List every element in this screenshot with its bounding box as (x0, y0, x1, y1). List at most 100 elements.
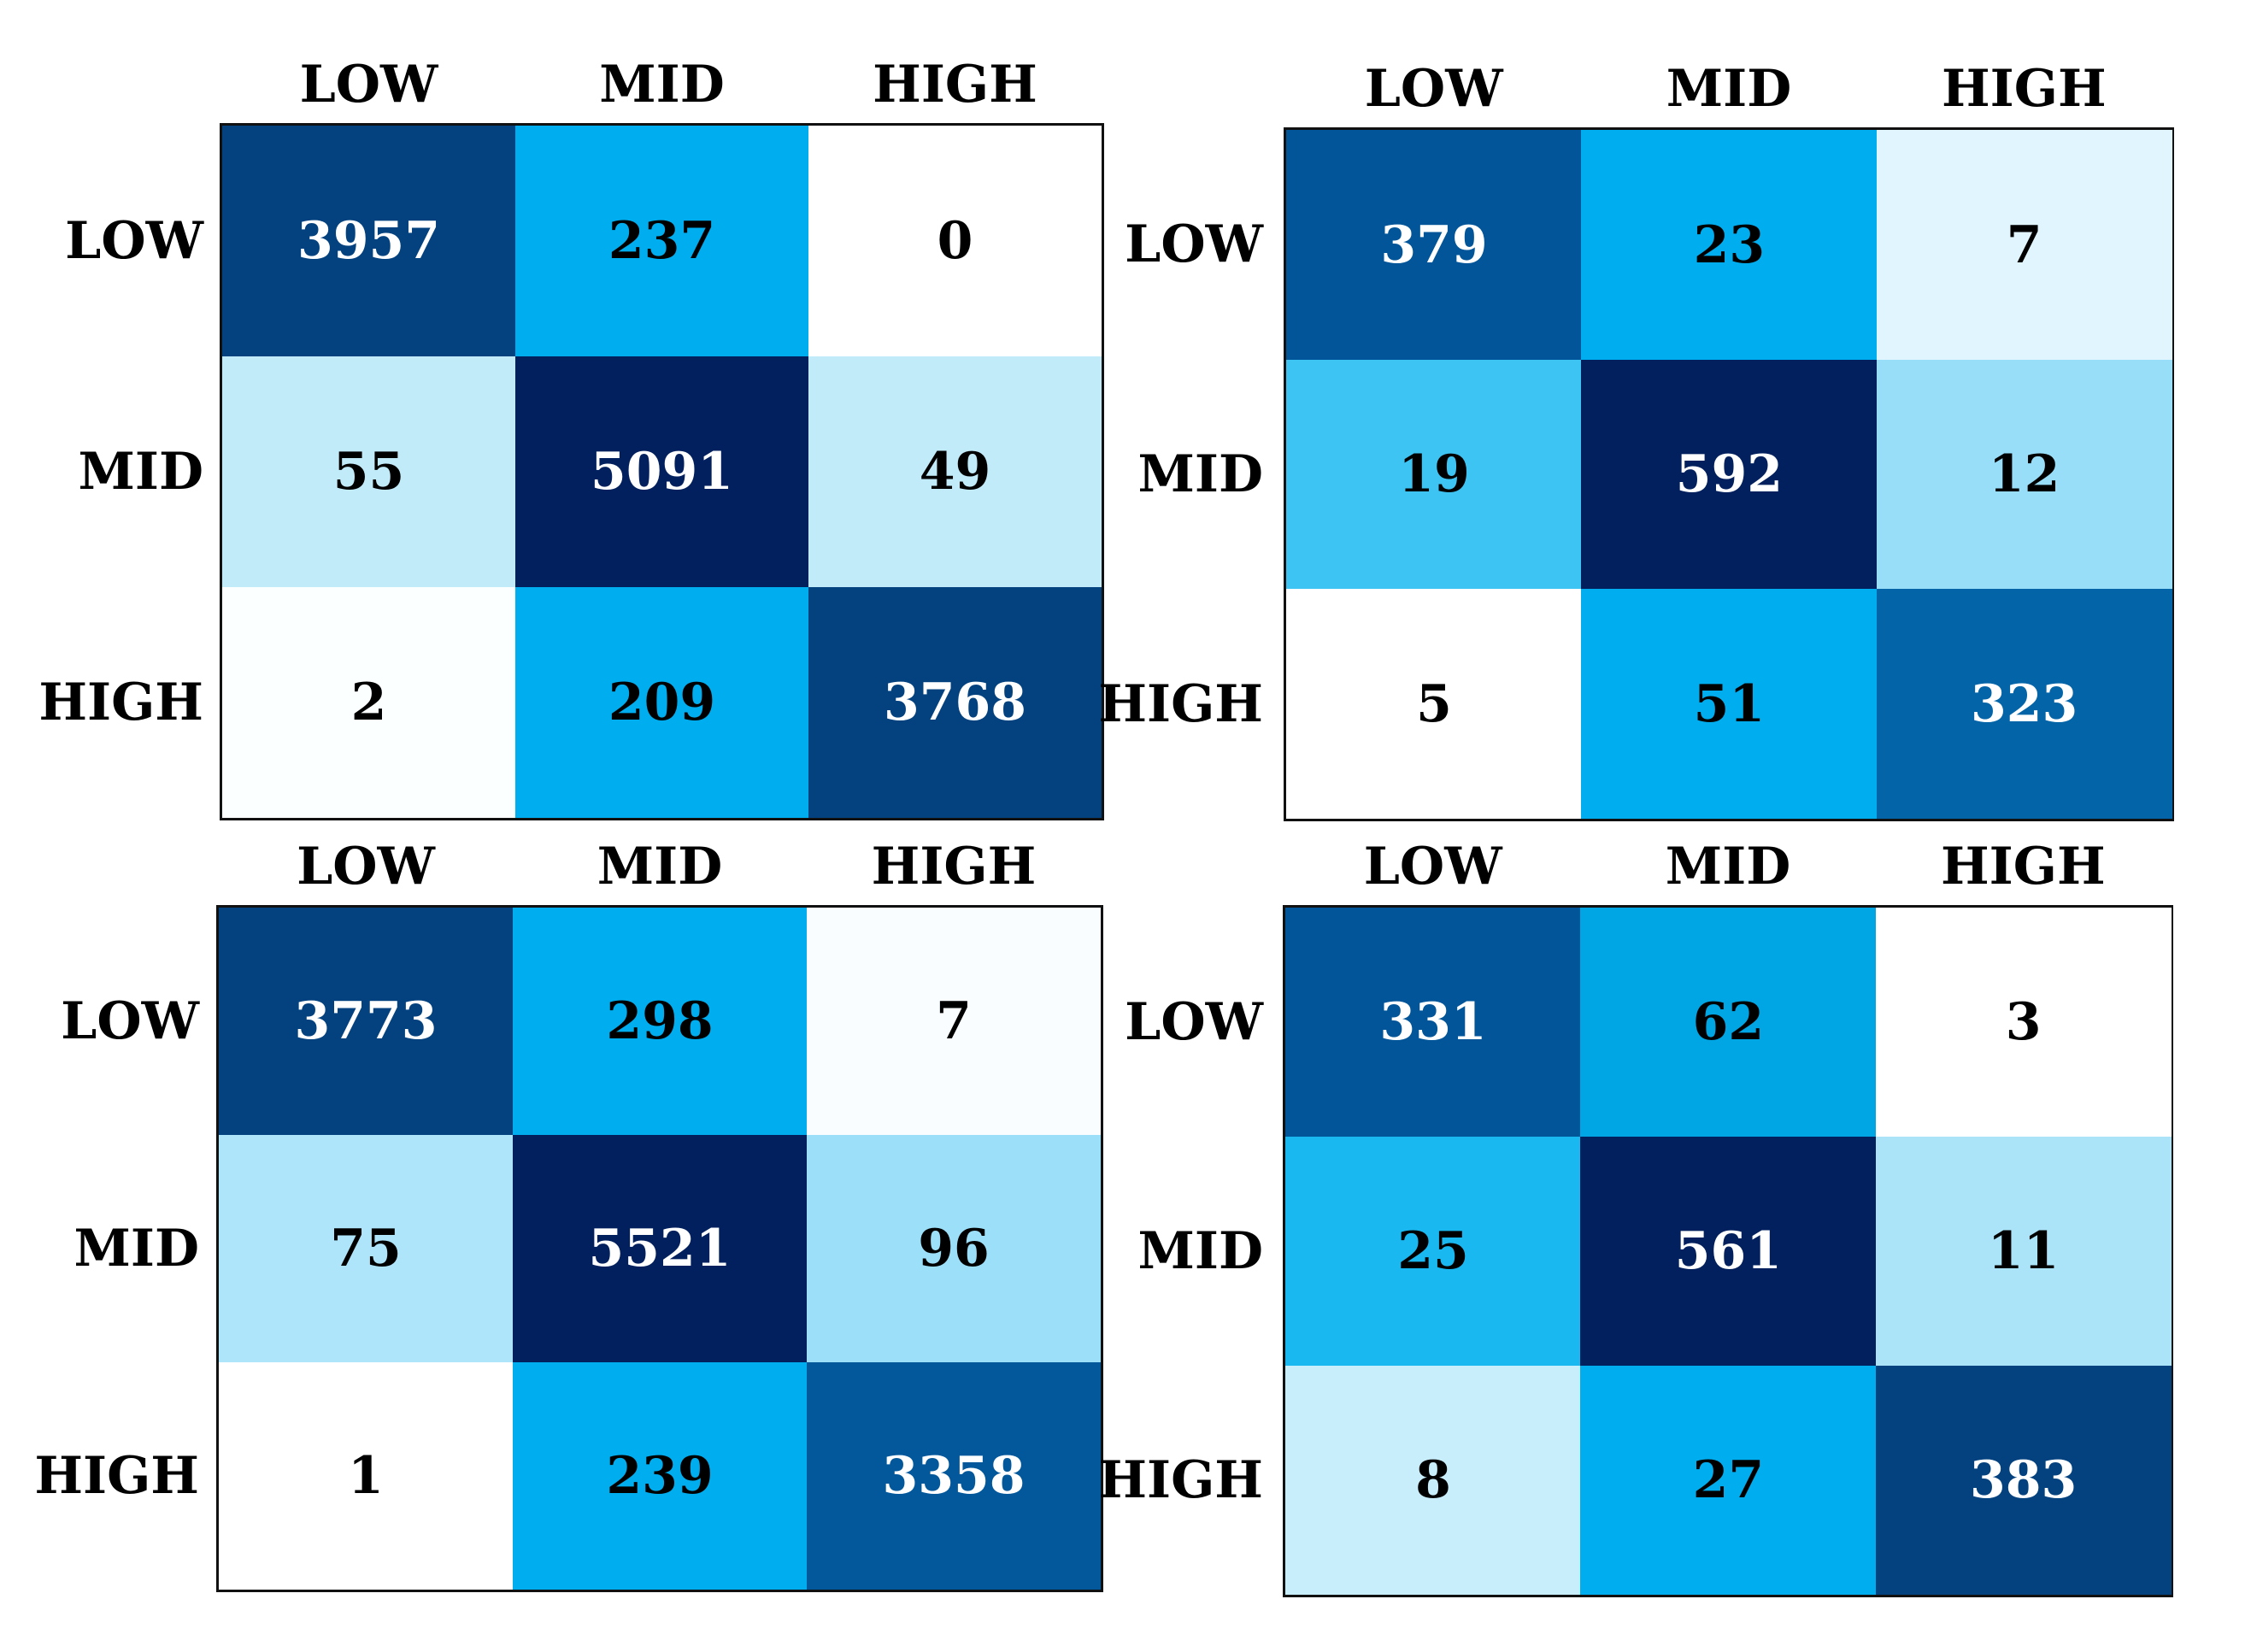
heatmap-cell: 7 (807, 908, 1101, 1135)
column-label: MID (1665, 837, 1791, 897)
cell-value: 62 (1692, 992, 1765, 1052)
heatmap-cell: 7 (1876, 130, 2172, 360)
cell-value: 5521 (588, 1219, 732, 1279)
cell-value: 25 (1397, 1221, 1469, 1281)
column-label: MID (1666, 59, 1792, 119)
heatmap-cell: 3773 (219, 908, 513, 1135)
cell-value: 75 (330, 1219, 402, 1279)
heatmap-cell: 379 (1286, 130, 1582, 360)
heatmap-cell: 239 (513, 1362, 807, 1590)
cell-value: 3358 (882, 1446, 1026, 1506)
heatmap-cell: 96 (807, 1135, 1101, 1362)
cell-value: 5 (1416, 673, 1452, 734)
heatmap-cell: 0 (808, 126, 1102, 356)
cell-value: 8 (1415, 1450, 1451, 1510)
heatmap-grid: 331 62 3 25 561 11 8 27 383 (1283, 905, 2173, 1597)
row-label: LOW (65, 211, 203, 271)
column-label: MID (599, 55, 725, 115)
cell-value: 51 (1693, 673, 1766, 734)
heatmap-cell: 55 (222, 356, 515, 587)
heatmap-cell: 237 (515, 126, 808, 356)
cell-value: 379 (1380, 215, 1488, 275)
heatmap-cell: 25 (1285, 1137, 1581, 1366)
row-label: HIGH (1098, 1450, 1263, 1510)
heatmap-cell: 75 (219, 1135, 513, 1362)
cell-value: 23 (1693, 215, 1766, 275)
heatmap-cell: 8 (1285, 1366, 1581, 1595)
cell-value: 3773 (294, 991, 438, 1051)
row-label: MID (78, 442, 203, 502)
cell-value: 7 (936, 991, 972, 1051)
heatmap-cell: 3957 (222, 126, 515, 356)
column-label: LOW (1364, 59, 1503, 119)
cell-value: 2 (350, 673, 387, 732)
column-label: LOW (299, 55, 438, 115)
heatmap-cell: 5091 (515, 356, 808, 587)
cell-value: 298 (606, 991, 714, 1051)
cell-value: 49 (919, 442, 991, 502)
heatmap-cell: 51 (1581, 589, 1878, 820)
cell-value: 0 (937, 211, 973, 271)
row-label: LOW (1125, 992, 1263, 1052)
heatmap-cell: 5521 (513, 1135, 807, 1362)
heatmap-cell: 3 (1875, 908, 2172, 1137)
cell-value: 209 (608, 673, 716, 732)
heatmap-cell: 5 (1286, 589, 1582, 820)
cell-value: 3768 (884, 673, 1026, 732)
cell-value: 561 (1674, 1221, 1782, 1281)
heatmap-cell: 592 (1581, 359, 1878, 590)
column-label: LOW (1363, 837, 1502, 897)
heatmap-cell: 3768 (808, 587, 1102, 818)
row-label: HIGH (1098, 673, 1263, 734)
row-label: HIGH (38, 673, 203, 732)
cell-value: 5091 (591, 442, 733, 502)
row-label: MID (73, 1219, 199, 1279)
cell-value: 331 (1379, 992, 1487, 1052)
row-label: LOW (1125, 215, 1263, 275)
heatmap-cell: 62 (1580, 908, 1877, 1137)
cell-value: 239 (606, 1446, 714, 1506)
cell-value: 3957 (297, 211, 440, 271)
cell-value: 27 (1692, 1450, 1765, 1510)
heatmap-cell: 27 (1580, 1366, 1877, 1595)
heatmap-cell: 1 (219, 1362, 513, 1590)
cell-value: 7 (2006, 215, 2042, 275)
cell-value: 12 (1988, 444, 2060, 505)
row-label: MID (1137, 1221, 1263, 1281)
cell-value: 55 (332, 442, 405, 502)
column-label: HIGH (1940, 837, 2106, 897)
heatmap-grid: 3957 237 0 55 5091 49 2 209 3768 (220, 123, 1104, 820)
heatmap-cell: 331 (1285, 908, 1581, 1137)
heatmap-cell: 23 (1581, 130, 1878, 360)
cell-value: 237 (608, 211, 716, 271)
heatmap-cell: 209 (515, 587, 808, 818)
cell-value: 383 (1970, 1450, 2078, 1510)
heatmap-cell: 2 (222, 587, 515, 818)
heatmap-cell: 383 (1875, 1366, 2172, 1595)
cell-value: 3 (2005, 992, 2042, 1052)
cell-value: 96 (918, 1219, 990, 1279)
cell-value: 11 (1987, 1221, 2060, 1281)
heatmap-cell: 298 (513, 908, 807, 1135)
heatmap-cell: 3358 (807, 1362, 1101, 1590)
heatmap-cell: 49 (808, 356, 1102, 587)
heatmap-cell: 323 (1876, 589, 2172, 820)
heatmap-cell: 561 (1580, 1137, 1877, 1366)
column-label: HIGH (873, 55, 1037, 115)
column-label: HIGH (1941, 59, 2107, 119)
row-label: HIGH (34, 1446, 199, 1506)
heatmap-cell: 12 (1876, 359, 2172, 590)
column-label: LOW (297, 837, 435, 897)
heatmap-cell: 19 (1286, 359, 1582, 590)
column-label: HIGH (871, 837, 1037, 897)
cell-value: 1 (348, 1446, 384, 1506)
heatmap-grid: 3773 298 7 75 5521 96 1 239 3358 (216, 905, 1103, 1592)
heatmap-grid: 379 23 7 19 592 12 5 51 323 (1284, 127, 2174, 821)
cell-value: 19 (1398, 444, 1470, 505)
cell-value: 592 (1675, 444, 1783, 505)
row-label: MID (1137, 444, 1263, 504)
column-label: MID (597, 837, 723, 897)
cell-value: 323 (1971, 673, 2078, 734)
heatmap-cell: 11 (1875, 1137, 2172, 1366)
